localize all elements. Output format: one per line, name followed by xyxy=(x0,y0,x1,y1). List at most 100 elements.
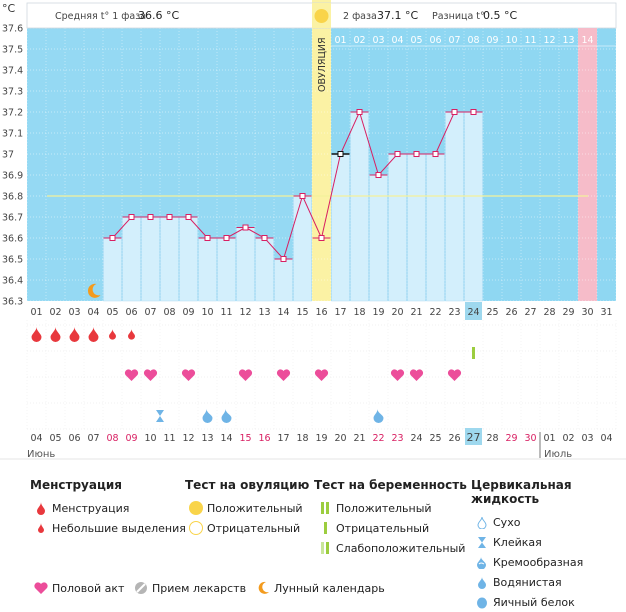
date-label: 18 xyxy=(296,433,308,444)
phase2-day-number: 03 xyxy=(372,35,384,46)
phase2-day-highlight xyxy=(578,28,597,46)
single-bar-icon xyxy=(314,521,336,535)
month-label-july: Июль xyxy=(544,449,572,460)
heart-icon xyxy=(390,369,405,381)
y-tick-label: 36.3 xyxy=(2,297,23,308)
x-tick-label: 09 xyxy=(182,307,194,318)
diff-label: Разница t° xyxy=(432,11,485,22)
legend-item: Клейкая xyxy=(493,535,542,549)
date-highlight xyxy=(465,428,482,445)
phase2-day-number: 02 xyxy=(353,35,365,46)
x-tick-label: 28 xyxy=(543,307,555,318)
phase2-day-number: 09 xyxy=(486,35,498,46)
sticky-icon xyxy=(156,410,164,422)
temperature-point xyxy=(166,214,173,220)
x-tick-label: 20 xyxy=(391,307,403,318)
x-tick-label: 23 xyxy=(448,307,460,318)
ovulation-test-positive-icon xyxy=(314,9,329,23)
x-tick-label: 19 xyxy=(372,307,384,318)
pill-icon xyxy=(130,581,152,595)
date-label: 29 xyxy=(505,433,517,444)
x-tick-label: 31 xyxy=(600,307,612,318)
date-label: 05 xyxy=(49,433,61,444)
x-tick-label: 02 xyxy=(49,307,61,318)
temperature-point xyxy=(337,151,344,157)
x-tick-label: 07 xyxy=(144,307,156,318)
date-label: 25 xyxy=(429,433,441,444)
unit-label: °C xyxy=(2,2,16,15)
temperature-point xyxy=(318,235,325,241)
legend-item: Яичный белок xyxy=(493,595,575,609)
temperature-bar xyxy=(426,153,445,302)
drop-small-icon xyxy=(30,523,52,533)
x-tick-label: 03 xyxy=(68,307,80,318)
x-tick-label: 22 xyxy=(429,307,441,318)
phase2-day-number: 01 xyxy=(334,35,346,46)
heart-icon xyxy=(276,369,291,381)
legend-item: Слабоположительный xyxy=(336,541,466,555)
temperature-point xyxy=(261,235,268,241)
x-tick-label: 10 xyxy=(201,307,213,318)
date-label: 09 xyxy=(125,433,137,444)
phase2-day-number: 04 xyxy=(391,35,403,46)
moon-icon xyxy=(252,581,274,595)
watery-icon xyxy=(471,576,493,589)
date-label: 20 xyxy=(334,433,346,444)
legend-item: Менструация xyxy=(52,501,130,515)
legend-item: Положительный xyxy=(207,501,303,515)
temperature-point xyxy=(147,214,154,220)
legend-item: Кремообразная xyxy=(493,555,584,569)
temperature-point xyxy=(394,151,401,157)
legend-item: Отрицательный xyxy=(207,521,301,535)
weak-bar-icon xyxy=(314,541,336,555)
y-tick-label: 37.6 xyxy=(2,24,23,35)
date-label: 21 xyxy=(353,433,365,444)
phase2-day-number: 07 xyxy=(448,35,460,46)
temperature-bar xyxy=(236,227,255,302)
heart-icon xyxy=(181,369,196,381)
temperature-chart: 36.3 36.4 36.5 36.6 36.7 36.8 36.9 37 37.1 37.2 37… xyxy=(0,0,626,460)
heart-icon xyxy=(124,369,139,381)
date-label: 02 xyxy=(562,433,574,444)
creamy-icon xyxy=(373,409,384,423)
temperature-bar xyxy=(179,216,198,302)
temperature-bar xyxy=(274,258,293,302)
x-tick-label: 16 xyxy=(315,307,327,318)
temperature-bar xyxy=(293,195,312,302)
x-tick-label: 17 xyxy=(334,307,346,318)
phase2-label: 2 фаза xyxy=(343,11,377,22)
x-tick-label: 30 xyxy=(581,307,593,318)
month-label-june: Июнь xyxy=(27,449,55,460)
sticky-icon xyxy=(471,536,493,549)
menstruation-drop-icon xyxy=(109,329,116,340)
temperature-bar xyxy=(217,237,236,302)
y-tick-label: 36.4 xyxy=(2,276,23,287)
legend-bottom: Половой акт Прием лекарств Лунный календ… xyxy=(30,578,392,598)
legend-cervical: Цервикальная жидкость Сухо Клейкая Кремо… xyxy=(471,478,626,612)
ovulation-column xyxy=(312,0,331,301)
date-label: 10 xyxy=(144,433,156,444)
phase2-day-number: 14 xyxy=(581,35,593,46)
heart-icon xyxy=(30,582,52,594)
x-tick-label: 15 xyxy=(296,307,308,318)
temperature-point xyxy=(128,214,135,220)
date-label: 03 xyxy=(581,433,593,444)
date-label: 27 xyxy=(467,431,481,444)
x-tick-label: 08 xyxy=(163,307,175,318)
temperature-bar xyxy=(160,216,179,302)
date-label: 01 xyxy=(543,433,555,444)
menstruation-drop-icon xyxy=(128,329,135,340)
legend-item: Положительный xyxy=(336,501,432,515)
date-label: 28 xyxy=(486,433,498,444)
y-tick-label: 37.2 xyxy=(2,108,23,119)
date-label: 11 xyxy=(163,433,175,444)
legend-ovulation-test: Тест на овуляцию Положительный Отрицател… xyxy=(185,478,309,538)
legend-item: Отрицательный xyxy=(336,521,430,535)
date-label: 13 xyxy=(201,433,213,444)
date-label: 14 xyxy=(220,433,232,444)
legend-item: Небольшие выделения xyxy=(52,521,186,535)
menstruation-drop-icon xyxy=(69,327,80,342)
menstruation-drop-icon xyxy=(31,327,42,342)
phase2-day-number: 06 xyxy=(429,35,441,46)
phase2-value: 37.1 °C xyxy=(377,9,418,22)
